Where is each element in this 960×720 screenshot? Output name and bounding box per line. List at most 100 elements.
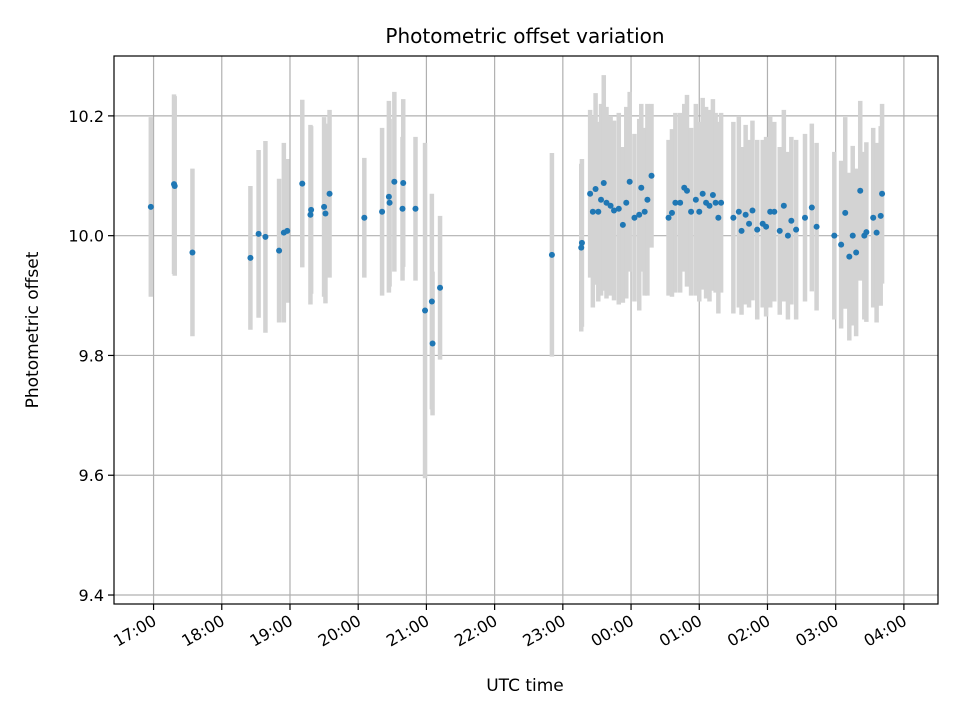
data-point [665, 214, 672, 221]
data-point [626, 178, 633, 185]
data-point [598, 196, 605, 203]
data-point [636, 211, 643, 218]
data-point [712, 199, 719, 206]
data-point [696, 208, 703, 215]
data-point [746, 220, 753, 227]
data-point [623, 199, 630, 206]
data-point [399, 205, 406, 212]
data-point [548, 251, 555, 258]
data-point [299, 180, 306, 187]
data-point [595, 208, 602, 215]
chart-title: Photometric offset variation [385, 24, 664, 48]
data-point [379, 208, 386, 215]
data-point [428, 298, 435, 305]
data-point [668, 209, 675, 216]
data-point [391, 178, 398, 185]
x-axis-label: UTC time [486, 676, 564, 696]
data-point [718, 199, 725, 206]
data-point [644, 196, 651, 203]
data-point [853, 249, 860, 256]
data-point [386, 199, 393, 206]
plot-frame [113, 55, 939, 605]
data-point [677, 199, 684, 206]
y-tick-label: 9.8 [79, 346, 104, 365]
data-point [587, 190, 594, 197]
data-point [147, 203, 154, 210]
data-point [619, 221, 626, 228]
data-point [589, 208, 596, 215]
data-point [308, 206, 315, 213]
data-point [842, 209, 849, 216]
data-point [422, 307, 429, 314]
data-point [738, 227, 745, 234]
data-point [780, 202, 787, 209]
data-point [615, 205, 622, 212]
data-point [879, 190, 886, 197]
data-point [813, 223, 820, 230]
data-point [863, 229, 870, 236]
data-points [147, 172, 886, 347]
data-point [361, 214, 368, 221]
data-point [683, 187, 690, 194]
data-point [631, 214, 638, 221]
data-point [692, 196, 699, 203]
data-point [321, 203, 328, 210]
data-point [641, 208, 648, 215]
data-point [610, 207, 617, 214]
y-axis-ticks: 9.4 9.6 9.8 10.0 10.2 [68, 107, 114, 605]
data-point [189, 249, 196, 256]
data-point [776, 227, 783, 234]
data-point [429, 340, 436, 347]
data-point [437, 284, 444, 291]
data-point [600, 179, 607, 186]
data-point [742, 211, 749, 218]
data-point [838, 241, 845, 248]
y-tick-label: 10.2 [68, 107, 104, 126]
data-point [870, 214, 877, 221]
data-point [592, 185, 599, 192]
data-point [276, 247, 283, 254]
data-point [385, 193, 392, 200]
data-point [307, 211, 314, 218]
data-point [784, 232, 791, 239]
data-point [754, 226, 761, 233]
data-point [709, 191, 716, 198]
y-tick-label: 10.0 [68, 227, 104, 246]
data-point [672, 199, 679, 206]
gridlines [114, 56, 938, 604]
data-point [607, 202, 614, 209]
data-point [699, 190, 706, 197]
data-point [284, 227, 291, 234]
data-point [412, 205, 419, 212]
data-point [322, 210, 329, 217]
data-point [763, 223, 770, 230]
data-point [326, 190, 333, 197]
data-point [648, 172, 655, 179]
data-point [262, 233, 269, 240]
data-point [749, 207, 756, 214]
data-point [849, 232, 856, 239]
data-point [846, 253, 853, 260]
y-axis-label: Photometric offset [23, 251, 43, 408]
data-point [706, 202, 713, 209]
data-point [400, 179, 407, 186]
data-point [730, 214, 737, 221]
data-point [688, 208, 695, 215]
data-point [788, 217, 795, 224]
data-point [735, 208, 742, 215]
data-point [801, 214, 808, 221]
data-point [877, 212, 884, 219]
data-point [247, 254, 254, 261]
data-point [808, 204, 815, 211]
data-point [255, 230, 262, 237]
data-point [771, 208, 778, 215]
data-point [857, 187, 864, 194]
data-point [578, 244, 585, 251]
data-point [715, 214, 722, 221]
data-point [831, 232, 838, 239]
data-point [873, 229, 880, 236]
data-point [578, 239, 585, 246]
data-point [171, 182, 178, 189]
